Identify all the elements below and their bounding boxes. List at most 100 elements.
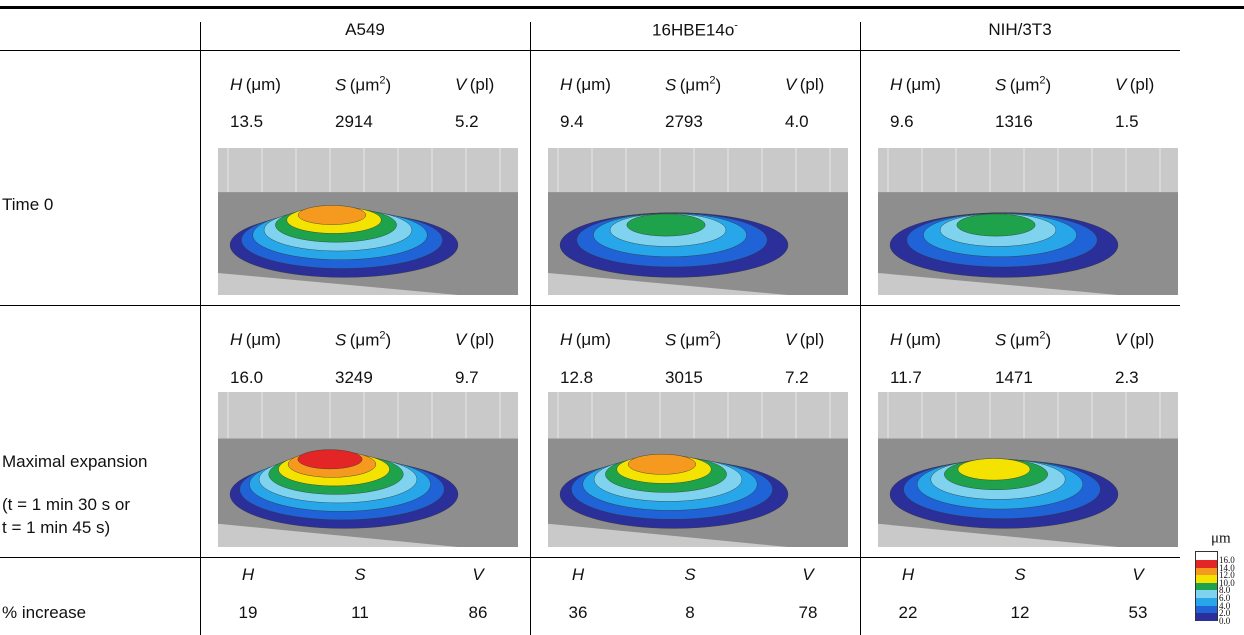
measure-var: H bbox=[230, 330, 242, 349]
surface-plot bbox=[218, 148, 518, 295]
measure-unit: (μm bbox=[1010, 330, 1040, 349]
row-rule bbox=[0, 557, 1180, 558]
measure-var: S bbox=[995, 330, 1006, 349]
surface-plot bbox=[878, 392, 1178, 547]
increase-header: V bbox=[802, 565, 813, 585]
increase-header: H bbox=[242, 565, 254, 585]
increase-header: S bbox=[1014, 565, 1025, 585]
cell-value: 2914 bbox=[335, 112, 373, 132]
measure-header: S (μm2) bbox=[995, 330, 1051, 351]
increase-value: 12 bbox=[1011, 603, 1030, 623]
row-label: % increase bbox=[2, 603, 86, 623]
cell-value: 13.5 bbox=[230, 112, 263, 132]
surface-plot bbox=[548, 392, 848, 547]
cell-value: 3015 bbox=[665, 368, 703, 388]
column-name: NIH/3T3 bbox=[988, 20, 1051, 39]
measure-unit: (μm) bbox=[576, 330, 611, 349]
measure-unit: (pl) bbox=[470, 75, 495, 94]
colorbar-band bbox=[1195, 598, 1218, 606]
row-rule bbox=[0, 305, 1180, 306]
column-name: 16HBE14o bbox=[652, 20, 734, 39]
increase-value: 22 bbox=[899, 603, 918, 623]
cell-value: 5.2 bbox=[455, 112, 479, 132]
measure-var: H bbox=[890, 75, 902, 94]
measure-header: S (μm2) bbox=[995, 75, 1051, 96]
measure-unit: (μm) bbox=[906, 75, 941, 94]
measure-var: S bbox=[665, 75, 676, 94]
measure-close: ) bbox=[386, 75, 392, 94]
measure-header: S (μm2) bbox=[335, 330, 391, 351]
surface-plot bbox=[218, 392, 518, 547]
colorbar-band bbox=[1195, 575, 1218, 583]
top-rule bbox=[0, 6, 1244, 9]
measure-close: ) bbox=[386, 330, 392, 349]
measure-header: S (μm2) bbox=[335, 75, 391, 96]
colorbar-tick: 0.0 bbox=[1219, 616, 1230, 626]
col-rule bbox=[200, 22, 201, 635]
contour-band bbox=[958, 459, 1030, 481]
measure-var: H bbox=[230, 75, 242, 94]
measure-var: H bbox=[560, 75, 572, 94]
row-rule bbox=[0, 50, 1180, 51]
measure-unit: (μm bbox=[680, 330, 710, 349]
measure-var: S bbox=[335, 330, 346, 349]
increase-value: 8 bbox=[685, 603, 694, 623]
contour-band bbox=[298, 205, 366, 224]
cell-value: 16.0 bbox=[230, 368, 263, 388]
measure-unit: (μm bbox=[350, 75, 380, 94]
measure-header: S (μm2) bbox=[665, 330, 721, 351]
colorbar-band bbox=[1195, 583, 1218, 591]
measure-unit: (pl) bbox=[1130, 75, 1155, 94]
col-rule bbox=[530, 22, 531, 635]
contour-band bbox=[298, 450, 362, 469]
increase-header: H bbox=[902, 565, 914, 585]
colorbar-band bbox=[1195, 568, 1218, 576]
measure-header: H (μm) bbox=[560, 75, 611, 95]
cell-value: 11.7 bbox=[890, 368, 922, 388]
measure-unit: (μm) bbox=[906, 330, 941, 349]
measure-var: V bbox=[1115, 330, 1126, 349]
measure-header: S (μm2) bbox=[665, 75, 721, 96]
measure-header: H (μm) bbox=[890, 330, 941, 350]
measure-close: ) bbox=[716, 330, 722, 349]
measure-header: H (μm) bbox=[230, 75, 281, 95]
increase-header: S bbox=[684, 565, 695, 585]
measure-close: ) bbox=[716, 75, 722, 94]
measure-var: V bbox=[785, 75, 796, 94]
measure-header: V (pl) bbox=[1115, 330, 1154, 350]
measure-var: H bbox=[890, 330, 902, 349]
cell-value: 9.6 bbox=[890, 112, 914, 132]
cell-value: 3249 bbox=[335, 368, 373, 388]
measure-var: V bbox=[455, 75, 466, 94]
measure-header: H (μm) bbox=[890, 75, 941, 95]
measure-unit: (μm) bbox=[246, 330, 281, 349]
contour-band bbox=[627, 214, 705, 236]
increase-value: 53 bbox=[1129, 603, 1148, 623]
col-rule bbox=[860, 22, 861, 635]
increase-header: S bbox=[354, 565, 365, 585]
measure-var: S bbox=[335, 75, 346, 94]
measure-unit: (pl) bbox=[470, 330, 495, 349]
measure-header: V (pl) bbox=[785, 330, 824, 350]
row-note: (t = 1 min 30 s or bbox=[2, 495, 130, 515]
row-label: Time 0 bbox=[2, 195, 53, 215]
cell-value: 1316 bbox=[995, 112, 1033, 132]
cell-value: 4.0 bbox=[785, 112, 809, 132]
increase-header: V bbox=[472, 565, 483, 585]
measure-unit: (μm bbox=[680, 75, 710, 94]
column-sup: - bbox=[734, 20, 738, 32]
measure-var: V bbox=[785, 330, 796, 349]
cell-value: 9.4 bbox=[560, 112, 584, 132]
colorbar-band bbox=[1195, 560, 1218, 568]
measure-header: V (pl) bbox=[455, 330, 494, 350]
measure-unit: (μm bbox=[350, 330, 380, 349]
cell-value: 1.5 bbox=[1115, 112, 1139, 132]
measure-unit: (μm) bbox=[246, 75, 281, 94]
colorbar-unit: μm bbox=[1211, 531, 1231, 548]
measure-header: H (μm) bbox=[230, 330, 281, 350]
increase-value: 11 bbox=[351, 603, 369, 623]
increase-value: 78 bbox=[799, 603, 818, 623]
increase-value: 36 bbox=[569, 603, 588, 623]
measure-unit: (pl) bbox=[800, 75, 825, 94]
surface-plot bbox=[548, 148, 848, 295]
